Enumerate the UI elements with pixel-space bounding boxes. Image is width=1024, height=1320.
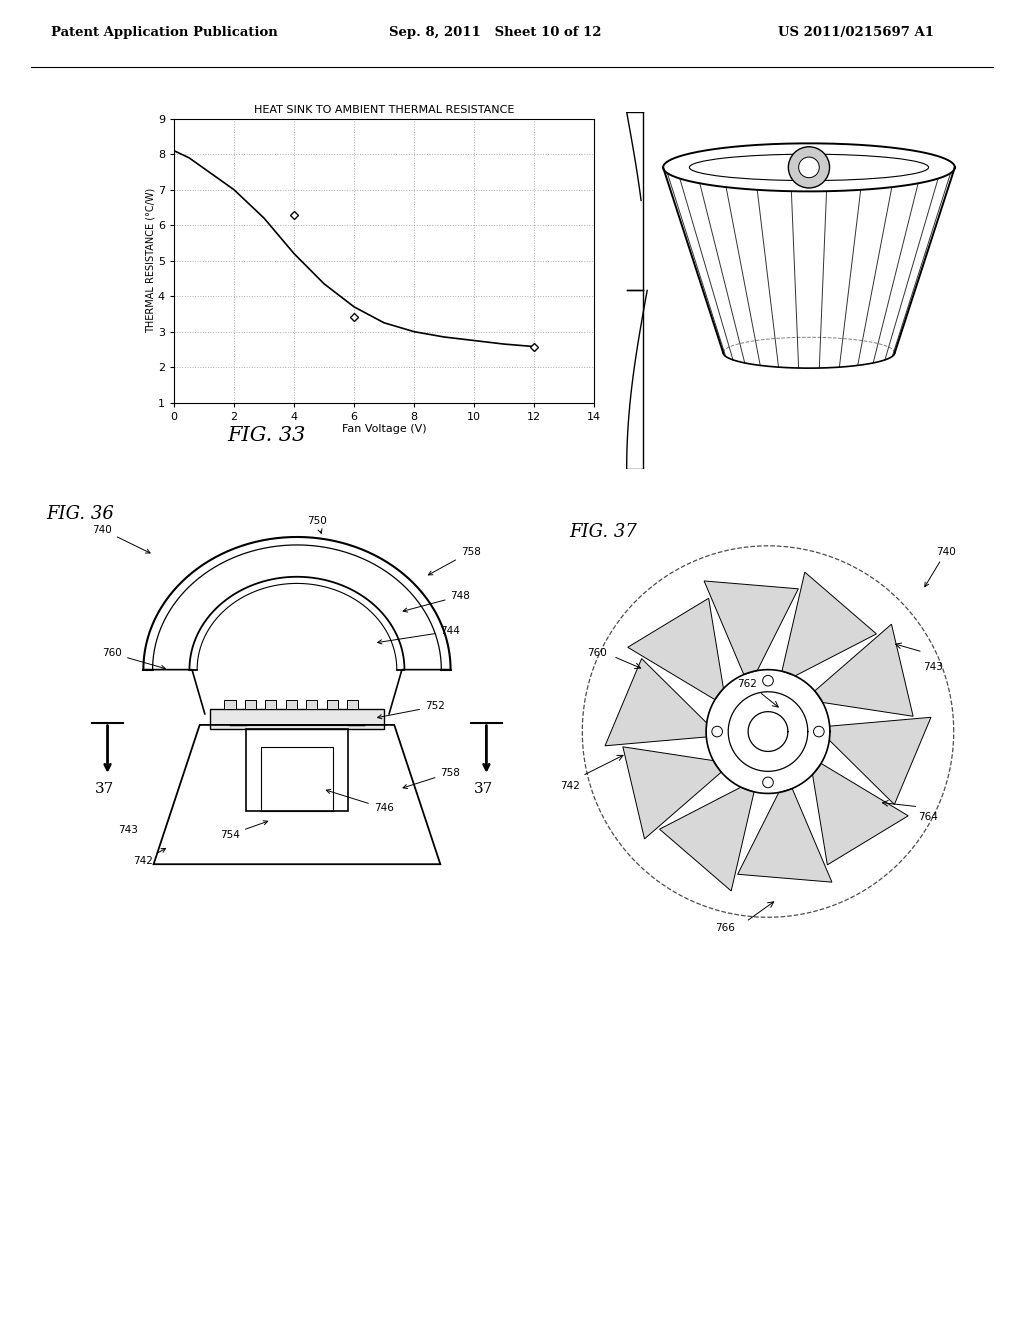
Y-axis label: THERMAL RESISTANCE (°C/W): THERMAL RESISTANCE (°C/W) <box>145 187 156 334</box>
Text: 758: 758 <box>403 768 460 788</box>
Polygon shape <box>705 581 799 675</box>
Text: 742: 742 <box>133 849 166 866</box>
Polygon shape <box>737 788 831 882</box>
Text: 760: 760 <box>102 648 165 669</box>
Text: 748: 748 <box>403 591 470 612</box>
Bar <box>224 700 236 709</box>
Text: FIG. 33: FIG. 33 <box>227 426 305 445</box>
Polygon shape <box>659 787 754 891</box>
Text: 754: 754 <box>220 821 267 840</box>
Bar <box>347 700 358 709</box>
Polygon shape <box>605 659 707 746</box>
Text: 740: 740 <box>925 546 955 586</box>
X-axis label: Fan Voltage (V): Fan Voltage (V) <box>342 425 426 434</box>
Circle shape <box>763 777 773 788</box>
Bar <box>245 700 256 709</box>
Text: 744: 744 <box>378 626 460 644</box>
Circle shape <box>712 726 723 737</box>
Polygon shape <box>623 747 721 840</box>
Text: 764: 764 <box>919 812 938 822</box>
Bar <box>327 700 338 709</box>
Text: 742: 742 <box>560 781 580 791</box>
Text: Sep. 8, 2011   Sheet 10 of 12: Sep. 8, 2011 Sheet 10 of 12 <box>389 26 602 40</box>
Text: 743: 743 <box>118 825 137 836</box>
Polygon shape <box>812 763 908 865</box>
Bar <box>246 730 348 810</box>
Text: 740: 740 <box>92 524 151 553</box>
Text: 37: 37 <box>94 783 114 796</box>
Title: HEAT SINK TO AMBIENT THERMAL RESISTANCE: HEAT SINK TO AMBIENT THERMAL RESISTANCE <box>254 106 514 115</box>
Text: 762: 762 <box>737 680 757 689</box>
Text: 37: 37 <box>473 783 493 796</box>
Circle shape <box>763 676 773 686</box>
Circle shape <box>788 147 829 187</box>
Circle shape <box>813 726 824 737</box>
Text: 760: 760 <box>587 648 606 659</box>
Bar <box>306 700 317 709</box>
Text: 758: 758 <box>428 546 480 576</box>
Polygon shape <box>782 572 877 676</box>
Text: 752: 752 <box>378 701 444 719</box>
Text: 750: 750 <box>307 516 327 533</box>
Bar <box>265 700 276 709</box>
Circle shape <box>799 157 819 178</box>
Polygon shape <box>815 624 913 717</box>
Text: FIG. 36: FIG. 36 <box>46 506 114 523</box>
Text: 766: 766 <box>715 923 735 932</box>
Text: 746: 746 <box>327 789 393 813</box>
Text: FIG. 37: FIG. 37 <box>569 523 637 541</box>
Polygon shape <box>829 717 931 804</box>
Polygon shape <box>628 598 724 700</box>
Text: US 2011/0215697 A1: US 2011/0215697 A1 <box>778 26 934 40</box>
Text: Patent Application Publication: Patent Application Publication <box>51 26 278 40</box>
Text: 743: 743 <box>923 661 943 672</box>
Bar <box>261 747 333 810</box>
Bar <box>286 700 297 709</box>
Bar <box>210 709 384 730</box>
